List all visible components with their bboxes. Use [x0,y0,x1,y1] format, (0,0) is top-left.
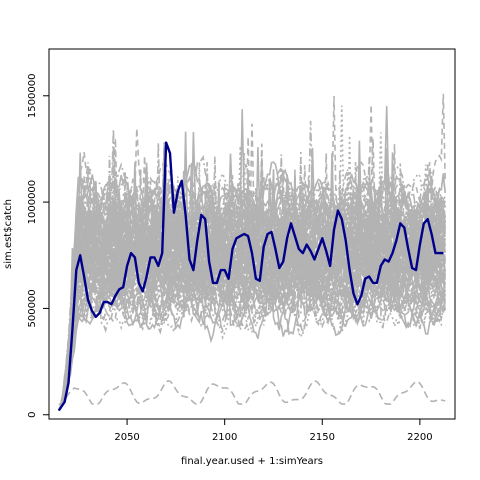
plot-frame [48,48,456,420]
background-simulation-line [58,162,446,411]
background-simulation-line [58,153,446,411]
x-axis-label: final.year.used + 1:simYears [181,456,323,467]
x-tick-label: 2200 [407,432,432,443]
background-simulation-line [58,93,446,411]
series-line [57,141,444,412]
background-simulation-line [58,132,446,411]
x-axis: 2050 2100 2150 2200 [114,419,433,443]
background-simulation-low-line [58,379,446,405]
background-simulation-line [58,104,446,411]
y-tick-label: 500000 [27,289,38,327]
background-simulation-line [58,215,446,411]
background-simulation-line [58,206,446,411]
y-tick-label: 0 [27,412,38,418]
x-tick-label: 2050 [114,432,139,443]
y-axis: 0 500000 1000000 1500000 [27,74,49,418]
x-tick-label: 2150 [310,432,335,443]
background-simulation-line [58,193,446,411]
y-axis-label: sim.est$catch [3,199,14,269]
y-tick-label: 1000000 [27,180,38,225]
background-simulation-line [58,188,446,411]
y-tick-label: 1500000 [27,74,38,119]
background-simulation-line [58,169,446,411]
highlighted-series [57,141,444,412]
x-tick-label: 2100 [212,432,237,443]
background-simulation-line [58,131,446,411]
background-simulation-line [58,212,446,411]
